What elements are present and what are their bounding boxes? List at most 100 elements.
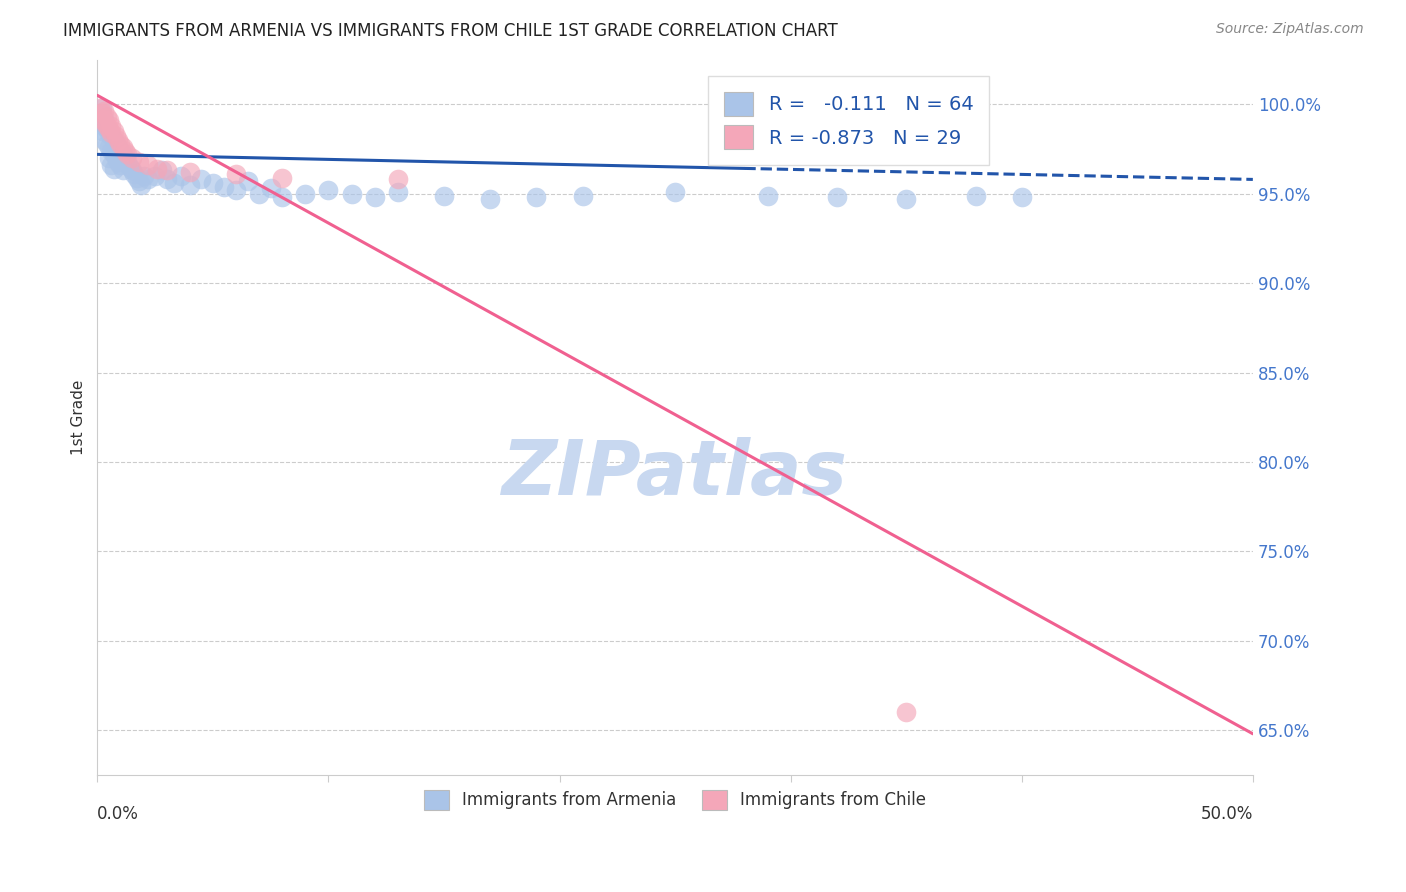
Point: [110, 158, 132, 172]
Point: [201, 176, 224, 190]
Y-axis label: 1st Grade: 1st Grade: [72, 380, 86, 455]
Point: [121, 163, 143, 178]
Point: [387, 185, 409, 199]
Point: [128, 154, 150, 169]
Point: [179, 165, 201, 179]
Point: [260, 181, 283, 195]
Point: [136, 158, 159, 172]
Point: [103, 147, 125, 161]
Text: 50.0%: 50.0%: [1201, 805, 1253, 823]
Point: [100, 158, 122, 172]
Point: [128, 174, 150, 188]
Point: [896, 192, 918, 206]
Point: [825, 190, 848, 204]
Point: [479, 192, 502, 206]
Point: [340, 186, 363, 201]
Text: ZIPatlas: ZIPatlas: [502, 437, 848, 511]
Point: [107, 154, 129, 169]
Point: [97, 151, 120, 165]
Point: [247, 186, 270, 201]
Point: [129, 178, 152, 192]
Point: [91, 106, 114, 120]
Point: [117, 147, 139, 161]
Point: [143, 169, 166, 183]
Point: [96, 122, 118, 136]
Point: [97, 122, 120, 136]
Point: [91, 124, 114, 138]
Point: [121, 151, 143, 165]
Point: [965, 188, 987, 202]
Point: [97, 140, 120, 154]
Point: [104, 129, 127, 144]
Point: [111, 163, 134, 178]
Point: [91, 101, 114, 115]
Point: [103, 161, 125, 176]
Text: IMMIGRANTS FROM ARMENIA VS IMMIGRANTS FROM CHILE 1ST GRADE CORRELATION CHART: IMMIGRANTS FROM ARMENIA VS IMMIGRANTS FR…: [63, 22, 838, 40]
Point: [111, 147, 134, 161]
Point: [363, 190, 385, 204]
Point: [107, 133, 129, 147]
Point: [89, 101, 111, 115]
Point: [433, 188, 456, 202]
Point: [114, 144, 136, 158]
Point: [93, 119, 115, 133]
Point: [104, 151, 127, 165]
Point: [93, 112, 115, 126]
Point: [156, 172, 179, 186]
Point: [236, 174, 259, 188]
Point: [190, 172, 212, 186]
Point: [214, 179, 236, 194]
Text: Source: ZipAtlas.com: Source: ZipAtlas.com: [1216, 22, 1364, 37]
Point: [100, 119, 122, 133]
Point: [117, 154, 139, 169]
Point: [93, 104, 115, 119]
Point: [103, 133, 125, 147]
Point: [132, 169, 155, 183]
Point: [896, 706, 918, 720]
Point: [664, 185, 686, 199]
Point: [110, 144, 132, 158]
Point: [91, 112, 114, 126]
Point: [93, 115, 115, 129]
Point: [1011, 190, 1033, 204]
Point: [97, 126, 120, 140]
Point: [125, 170, 148, 185]
Point: [225, 167, 247, 181]
Point: [294, 186, 316, 201]
Point: [97, 113, 120, 128]
Point: [169, 169, 191, 183]
Point: [100, 126, 122, 140]
Point: [96, 136, 118, 151]
Point: [104, 136, 127, 151]
Point: [118, 160, 141, 174]
Point: [146, 161, 169, 176]
Point: [107, 140, 129, 154]
Point: [318, 183, 340, 197]
Point: [271, 190, 294, 204]
Point: [114, 151, 136, 165]
Point: [179, 178, 201, 192]
Point: [100, 144, 122, 158]
Point: [162, 176, 184, 190]
Point: [110, 136, 132, 151]
Point: [965, 101, 987, 115]
Point: [111, 140, 134, 154]
Legend: Immigrants from Armenia, Immigrants from Chile: Immigrants from Armenia, Immigrants from…: [418, 783, 932, 817]
Point: [387, 172, 409, 186]
Point: [93, 133, 115, 147]
Point: [89, 115, 111, 129]
Text: 0.0%: 0.0%: [97, 805, 139, 823]
Point: [96, 119, 118, 133]
Point: [100, 129, 122, 144]
Point: [526, 190, 548, 204]
Point: [124, 167, 146, 181]
Point: [150, 163, 173, 178]
Point: [103, 124, 125, 138]
Point: [96, 110, 118, 124]
Point: [225, 183, 247, 197]
Point: [271, 170, 294, 185]
Point: [571, 188, 593, 202]
Point: [156, 163, 179, 178]
Point: [136, 172, 159, 186]
Point: [756, 188, 779, 202]
